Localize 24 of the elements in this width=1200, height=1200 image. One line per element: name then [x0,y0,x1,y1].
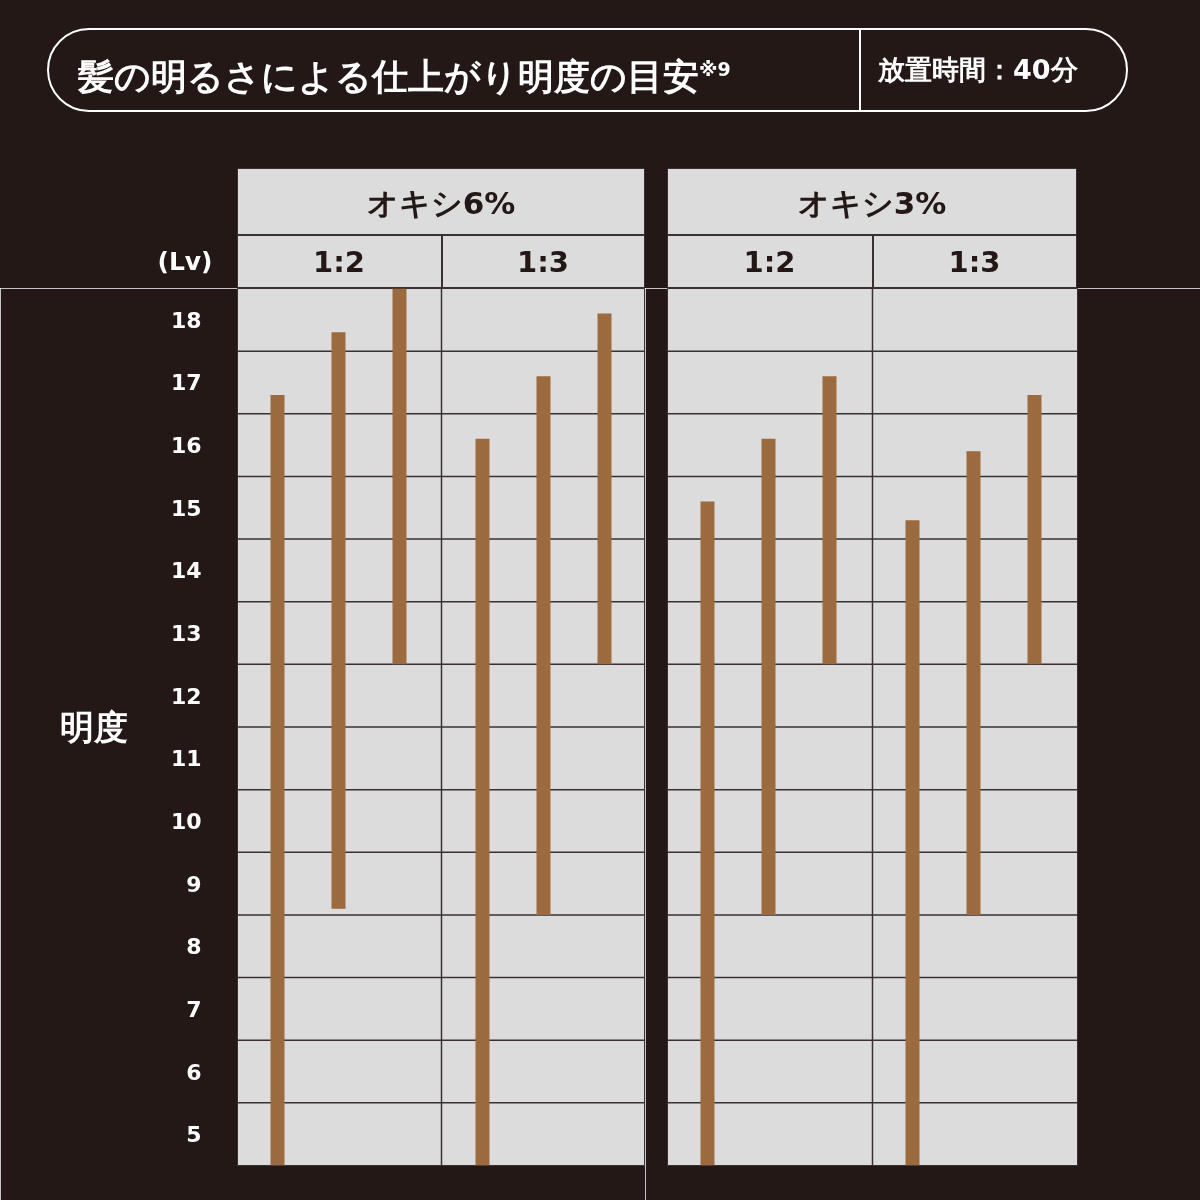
chart-subtitle: 放置時間：40分 [878,53,1078,87]
text: 1:3 [516,244,570,281]
y-tick-label: 11 [170,746,202,772]
text: オキシ3% [796,184,948,223]
y-tick-label: 15 [170,495,202,521]
y-tick-label: 12 [170,683,202,709]
text: 1:3 [947,244,1002,281]
y-tick-label: 10 [170,808,202,834]
text: オキシ6% [365,184,517,223]
y-tick-label: 9 [186,871,202,897]
y-tick-label: 7 [186,996,202,1022]
y-tick-label: 18 [170,307,202,333]
y-tick-label: 16 [170,433,202,459]
y-tick-label: 13 [170,621,202,647]
y-tick-label: 6 [186,1059,202,1085]
y-tick-label: 5 [186,1122,202,1148]
text: (Lv) [156,246,214,278]
text: 1:2 [742,244,797,281]
y-axis-title: 明度 [59,707,128,747]
chart-title: 髪の明るさによる仕上がり明度の目安$^{※9}$ [78,55,731,99]
y-tick-label: 17 [170,370,202,396]
y-tick-label: 14 [170,558,202,584]
y-tick-label: 8 [186,934,202,960]
text: 1:2 [312,244,366,281]
